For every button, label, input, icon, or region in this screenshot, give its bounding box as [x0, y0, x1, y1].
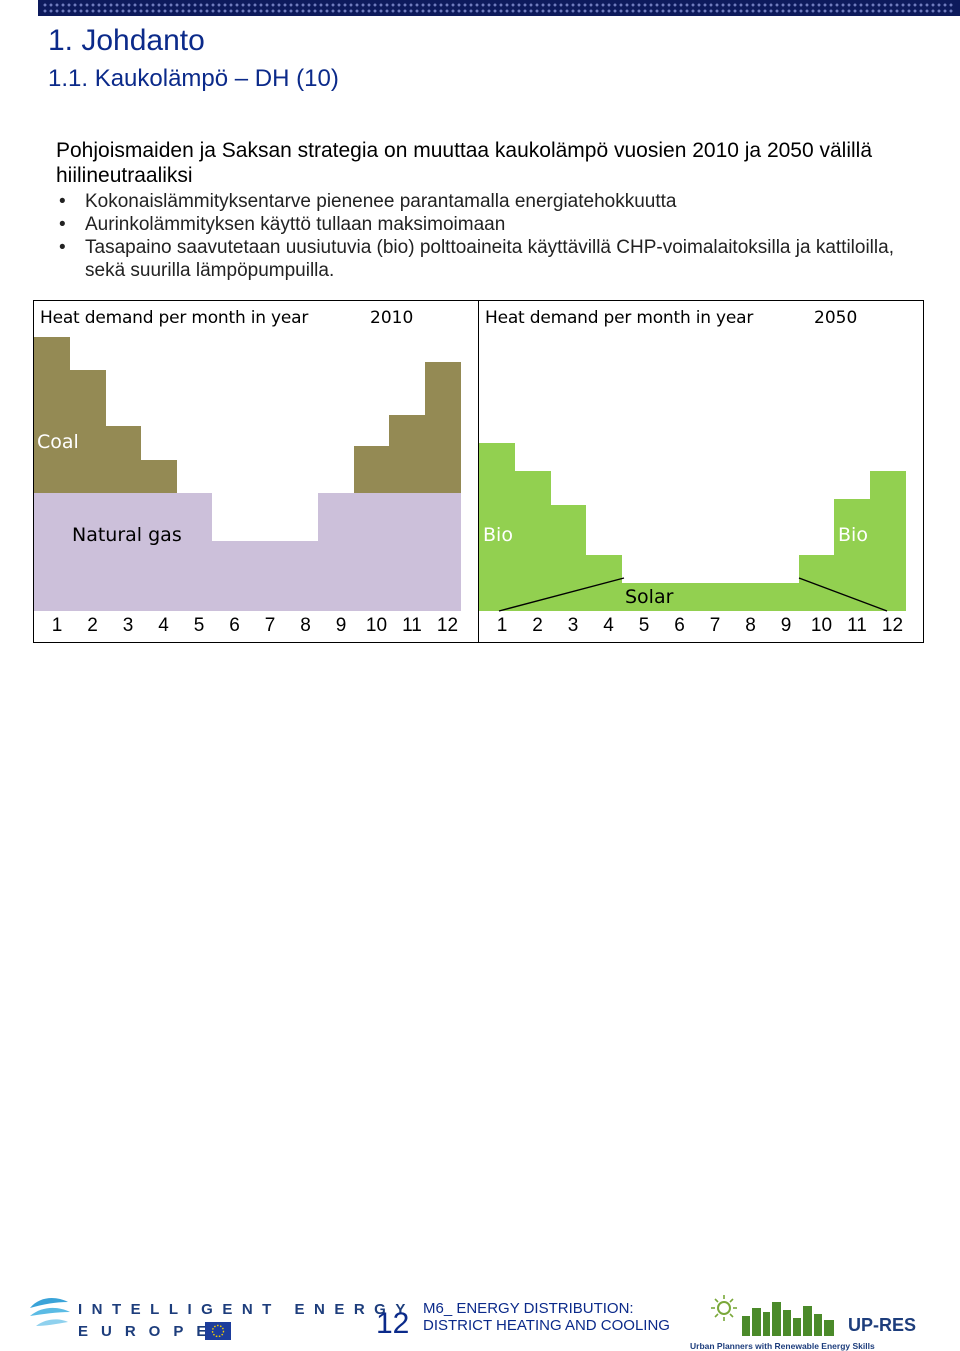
- natural-gas-bar: [140, 493, 177, 611]
- bio-bar: [727, 583, 764, 611]
- month-label: 7: [709, 615, 721, 636]
- panel-title: Heat demand per month in year: [40, 308, 309, 328]
- month-label: 12: [881, 615, 904, 636]
- natural-gas-bar: [34, 493, 70, 611]
- footer: INTELLIGENT ENERGY EUROPE 12 M6_ ENERGY …: [0, 645, 960, 1351]
- month-label: 2: [87, 615, 98, 636]
- slide-subtitle: 1.1. Kaukolämpö – DH (10): [48, 65, 339, 92]
- month-label: 11: [402, 615, 422, 636]
- month-label: 11: [847, 615, 867, 636]
- bio-label-right: Bio: [838, 524, 868, 546]
- natural-gas-bar: [176, 493, 212, 611]
- iee-logo-text-europe: EUROPE: [78, 1323, 220, 1340]
- heat-demand-panel-2010: Heat demand per month in year 2010 Coal …: [33, 300, 479, 643]
- page-number: 12: [376, 1307, 410, 1340]
- natural-gas-bar: [105, 493, 141, 611]
- month-label: 2: [532, 615, 543, 636]
- solar-lines: [498, 577, 888, 612]
- natural-gas-label: Natural gas: [72, 524, 182, 546]
- panel-title: Heat demand per month in year: [485, 308, 754, 328]
- coal-label: Coal: [37, 431, 79, 453]
- bio-bar: [834, 499, 870, 611]
- month-label: 8: [300, 615, 311, 636]
- month-label: 6: [229, 615, 240, 636]
- month-label: 9: [780, 615, 792, 636]
- header-dot-pattern: [42, 2, 954, 13]
- month-label: 12: [436, 615, 459, 636]
- coal-bar: [105, 426, 141, 494]
- bio-bar: [798, 555, 835, 611]
- bio-label-left: Bio: [483, 524, 513, 546]
- heat-demand-panel-2050: Heat demand per month in year 2050 Bio B…: [478, 300, 924, 643]
- month-label: 5: [193, 615, 205, 636]
- panel-year: 2050: [814, 308, 858, 328]
- month-label: 8: [745, 615, 756, 636]
- bullet-item: Aurinkolämmityksen käyttö tullaan maksim…: [56, 213, 936, 236]
- coal-bar: [34, 336, 70, 494]
- bio-bar: [763, 583, 799, 611]
- month-label: 7: [264, 615, 276, 636]
- bio-bar: [692, 583, 728, 611]
- bio-bar: [479, 443, 515, 611]
- solar-label: Solar: [625, 586, 674, 608]
- bio-bar: [621, 583, 657, 611]
- bio-bar: [656, 583, 693, 611]
- month-axis: 1 2 3 4 5 6 7 8 9 10 11 12: [34, 615, 478, 639]
- month-label: 10: [810, 615, 833, 636]
- month-label: 4: [158, 615, 169, 636]
- bullet-item: Tasapaino saavutetaan uusiutuvia (bio) p…: [56, 236, 936, 282]
- upres-tagline: Urban Planners with Renewable Energy Ski…: [690, 1341, 875, 1351]
- coal-bar: [353, 445, 390, 494]
- bio-bar: [869, 471, 906, 611]
- natural-gas-bar: [211, 541, 248, 611]
- month-label: 5: [638, 615, 650, 636]
- intro-text: Pohjoismaiden ja Saksan strategia on muu…: [56, 139, 873, 187]
- bio-bar: [514, 471, 551, 611]
- upres-logo-icon: [711, 1295, 834, 1336]
- natural-gas-bar: [424, 493, 461, 611]
- slide-title: 1. Johdanto: [48, 24, 205, 57]
- month-axis: 1 2 3 4 5 6 7 8 9 10 11 12: [479, 615, 923, 639]
- iee-logo-icon: [30, 1298, 70, 1326]
- month-label: 3: [122, 615, 134, 636]
- module-line-1: M6_ ENERGY DISTRIBUTION:: [423, 1300, 634, 1317]
- upres-logo-text: UP-RES: [848, 1315, 917, 1335]
- month-label: 1: [496, 615, 508, 636]
- month-label: 9: [335, 615, 347, 636]
- module-title: M6_ ENERGY DISTRIBUTION: DISTRICT HEATIN…: [423, 1300, 670, 1334]
- coal-bar: [140, 459, 177, 494]
- natural-gas-bar: [353, 493, 390, 611]
- natural-gas-bar: [69, 493, 106, 611]
- iee-logo-text: INTELLIGENT ENERGY: [78, 1301, 415, 1318]
- bullet-item: Kokonaislämmityksentarve pienenee parant…: [56, 190, 936, 213]
- month-label: 4: [603, 615, 614, 636]
- bullet-list: Kokonaislämmityksentarve pienenee parant…: [56, 190, 936, 282]
- month-label: 1: [51, 615, 63, 636]
- panel-year: 2010: [370, 308, 414, 328]
- month-label: 6: [674, 615, 685, 636]
- coal-bar: [389, 415, 425, 494]
- month-label: 3: [567, 615, 579, 636]
- month-label: 10: [365, 615, 388, 636]
- natural-gas-bar: [318, 493, 354, 611]
- coal-bar: [69, 370, 106, 494]
- coal-bar: [424, 361, 461, 494]
- module-line-2: DISTRICT HEATING AND COOLING: [423, 1317, 670, 1334]
- natural-gas-bar: [247, 541, 283, 611]
- natural-gas-bar: [389, 493, 425, 611]
- natural-gas-bar: [282, 541, 319, 611]
